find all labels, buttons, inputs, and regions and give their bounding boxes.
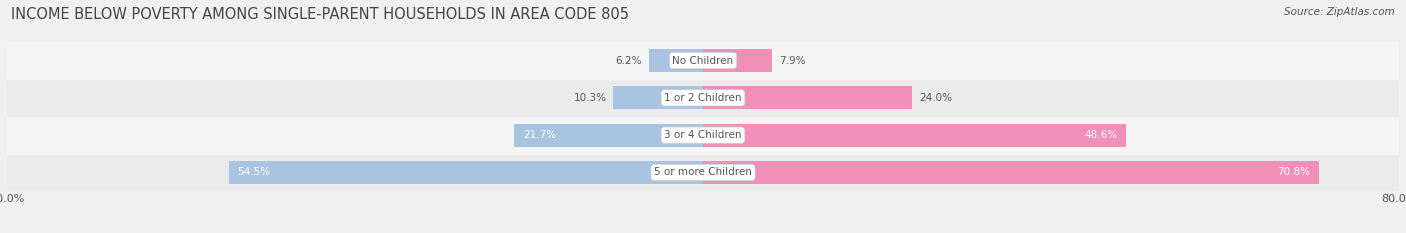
Text: 1 or 2 Children: 1 or 2 Children bbox=[664, 93, 742, 103]
Text: 21.7%: 21.7% bbox=[523, 130, 555, 140]
Bar bbox=[650, 49, 703, 72]
Text: 70.8%: 70.8% bbox=[1277, 168, 1310, 177]
Text: 24.0%: 24.0% bbox=[918, 93, 952, 103]
Text: 3 or 4 Children: 3 or 4 Children bbox=[664, 130, 742, 140]
Bar bbox=[703, 123, 1126, 147]
Text: 10.3%: 10.3% bbox=[574, 93, 606, 103]
Text: 48.6%: 48.6% bbox=[1084, 130, 1118, 140]
Text: 5 or more Children: 5 or more Children bbox=[654, 168, 752, 177]
Text: 54.5%: 54.5% bbox=[238, 168, 271, 177]
Bar bbox=[7, 116, 1399, 154]
Bar bbox=[515, 123, 703, 147]
Text: Source: ZipAtlas.com: Source: ZipAtlas.com bbox=[1284, 7, 1395, 17]
Bar bbox=[613, 86, 703, 110]
Bar bbox=[229, 161, 703, 184]
Bar bbox=[7, 154, 1399, 191]
Bar bbox=[7, 79, 1399, 116]
Bar bbox=[703, 86, 912, 110]
Text: INCOME BELOW POVERTY AMONG SINGLE-PARENT HOUSEHOLDS IN AREA CODE 805: INCOME BELOW POVERTY AMONG SINGLE-PARENT… bbox=[11, 7, 630, 22]
Bar bbox=[703, 49, 772, 72]
Text: 7.9%: 7.9% bbox=[779, 56, 806, 65]
Bar bbox=[7, 42, 1399, 79]
Text: 6.2%: 6.2% bbox=[616, 56, 643, 65]
Bar bbox=[703, 161, 1319, 184]
Text: No Children: No Children bbox=[672, 56, 734, 65]
